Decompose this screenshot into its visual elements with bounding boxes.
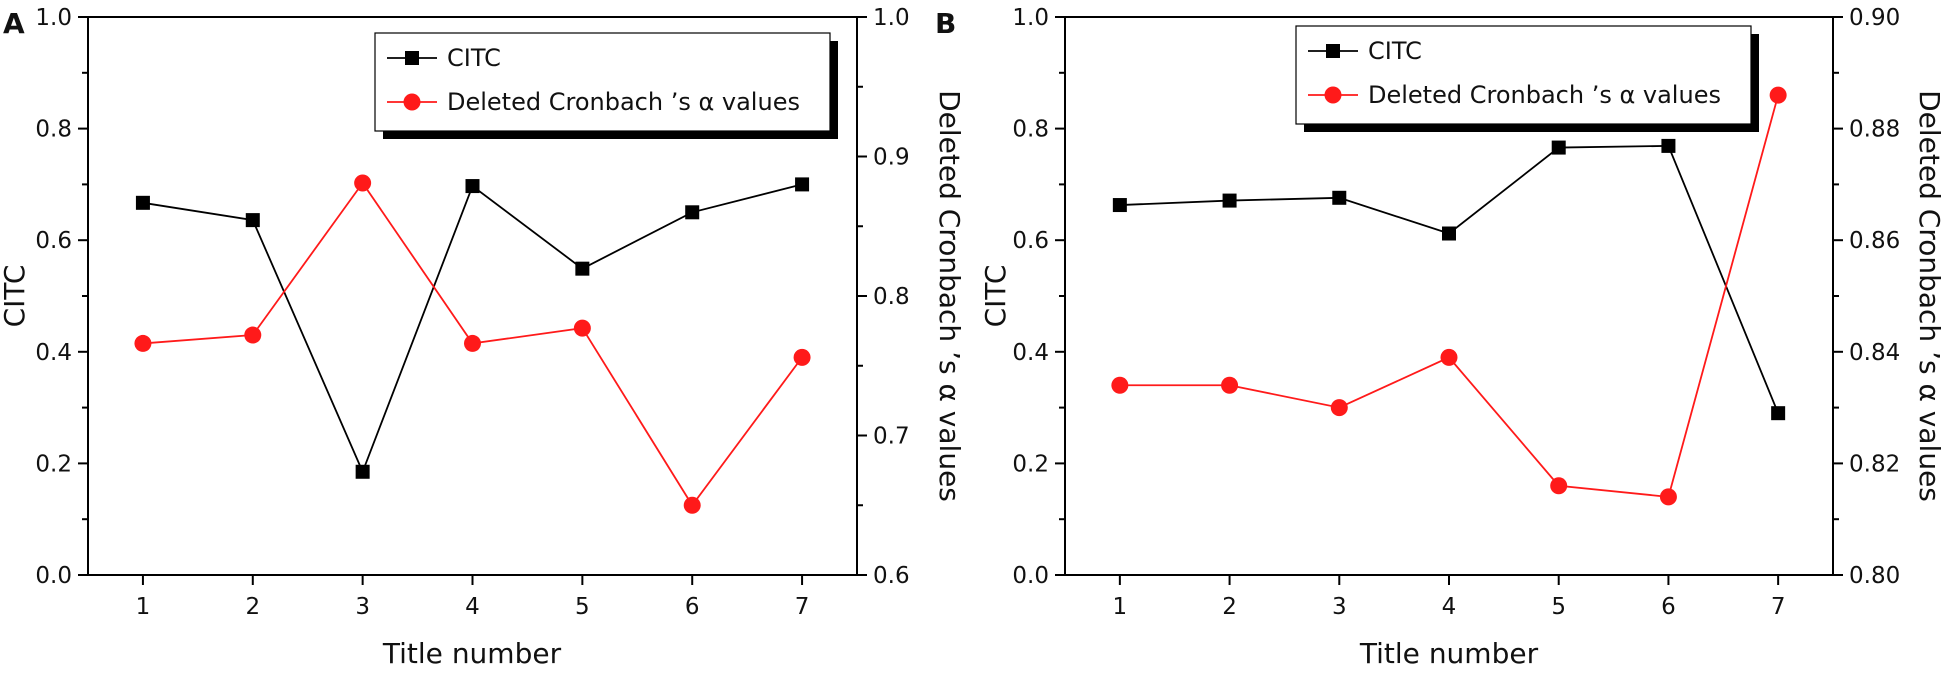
x-tick-label: 5 [575, 594, 590, 620]
y-left-tick-label: 0.0 [35, 563, 72, 589]
y-left-tick-label: 0.0 [1012, 563, 1049, 589]
y-left-tick-label: 0.4 [1012, 340, 1049, 366]
legend-marker-circle [403, 93, 421, 111]
y-right-tick-label: 0.82 [1849, 451, 1900, 477]
data-point-square [1771, 406, 1786, 421]
data-point-circle [354, 174, 372, 192]
y-right-tick-label: 0.88 [1849, 117, 1900, 143]
data-point-circle [244, 326, 262, 344]
y-left-tick-label: 0.2 [1012, 451, 1049, 477]
data-point-circle [1330, 399, 1348, 417]
legend-label: Deleted Cronbach ’s α values [447, 88, 800, 116]
data-point-circle [464, 334, 481, 352]
legend: CITC Deleted Cronbach ’s α values [374, 32, 838, 139]
data-point-square [135, 195, 150, 210]
data-point-square [685, 205, 700, 220]
chart-panel-a: A 1 2 3 4 5 6 7 0.0 0.2 0.4 0.6 0.8 1.0 0.6 0.7 0.8 0.9 1.… [0, 5, 966, 670]
x-tick-label: 3 [355, 594, 370, 620]
chart-panel-b: B 1 2 3 4 5 6 7 0.0 0.2 0.4 0.6 0.8 1.0 0.80 0.82 0.84 0.… [935, 5, 1946, 670]
data-point-square [1442, 226, 1456, 241]
data-point-square [1222, 193, 1237, 208]
x-tick-label: 5 [1551, 594, 1566, 620]
series-line [142, 183, 803, 475]
y-right-tick-label: 0.6 [873, 563, 910, 589]
legend-box [374, 32, 831, 132]
data-point-square [1551, 140, 1566, 155]
x-axis-title: Title number [1359, 637, 1539, 670]
x-tick-label: 6 [685, 594, 700, 620]
x-tick-label: 7 [1771, 594, 1786, 620]
data-point-circle [134, 334, 152, 352]
x-tick-label: 2 [245, 594, 260, 620]
y-right-tick-label: 0.86 [1849, 228, 1900, 254]
legend-marker-circle [1324, 86, 1342, 104]
y-right-tick-label: 0.8 [873, 284, 910, 310]
x-tick-label: 1 [136, 594, 151, 620]
y-left-tick-label: 0.4 [35, 340, 72, 366]
data-point-square [1332, 190, 1347, 205]
y-left-tick-label: 0.6 [35, 228, 72, 254]
series-line [1119, 94, 1780, 498]
series-cronbach-alpha [134, 174, 811, 514]
data-point-square [575, 261, 590, 276]
y-left-tick-label: 0.6 [1012, 228, 1049, 254]
data-point-square [1661, 138, 1676, 153]
data-point-circle [1550, 477, 1568, 495]
y-right-axis-title: Deleted Cronbach ’s α values [933, 90, 966, 502]
legend-label: CITC [1368, 37, 1422, 65]
y-right-tick-label: 1.0 [873, 5, 910, 31]
y-left-tick-label: 1.0 [1012, 5, 1049, 31]
x-tick-label: 6 [1661, 594, 1676, 620]
data-point-square [795, 177, 810, 192]
y-right-tick-label: 0.90 [1849, 5, 1900, 31]
legend-marker-square [1326, 44, 1340, 58]
data-point-circle [1111, 376, 1129, 394]
series-line [1119, 144, 1779, 414]
series-citc [135, 177, 810, 479]
y-left-axis-title: CITC [0, 265, 31, 328]
series-cronbach-alpha [1111, 86, 1787, 506]
data-point-circle [1440, 348, 1458, 366]
data-point-square [465, 179, 480, 194]
legend-box [1295, 25, 1752, 125]
x-axis-title: Title number [382, 637, 562, 670]
y-right-tick-label: 0.7 [873, 424, 910, 450]
legend-marker-square [405, 51, 419, 65]
y-left-tick-label: 1.0 [35, 5, 72, 31]
y-left-tick-label: 0.8 [1012, 117, 1049, 143]
y-left-tick-label: 0.2 [35, 451, 72, 477]
data-point-square [1112, 198, 1127, 213]
panel-label: A [3, 7, 25, 40]
y-right-tick-label: 0.84 [1849, 340, 1900, 366]
legend-label: Deleted Cronbach ’s α values [1368, 81, 1721, 109]
legend-label: CITC [447, 44, 501, 72]
panel-label: B [935, 7, 956, 40]
y-left-tick-label: 0.8 [35, 117, 72, 143]
data-point-circle [573, 319, 591, 337]
data-point-circle [683, 496, 701, 514]
x-tick-label: 7 [795, 594, 810, 620]
x-tick-label: 4 [465, 594, 480, 620]
x-tick-label: 1 [1113, 594, 1128, 620]
y-right-tick-label: 0.9 [873, 145, 910, 171]
data-point-circle [1659, 488, 1677, 506]
x-tick-label: 4 [1442, 594, 1457, 620]
legend: CITC Deleted Cronbach ’s α values [1295, 25, 1759, 132]
x-tick-label: 2 [1222, 594, 1237, 620]
y-right-axis-title: Deleted Cronbach ’s α values [1913, 90, 1946, 502]
series-citc [1112, 138, 1786, 421]
y-right-tick-label: 0.80 [1849, 563, 1900, 589]
data-point-circle [1769, 86, 1787, 104]
data-point-square [245, 213, 260, 228]
y-left-axis-title: CITC [979, 265, 1012, 328]
data-point-circle [1221, 376, 1239, 394]
x-tick-label: 3 [1332, 594, 1347, 620]
data-point-square [355, 464, 370, 479]
data-point-circle [793, 348, 811, 366]
